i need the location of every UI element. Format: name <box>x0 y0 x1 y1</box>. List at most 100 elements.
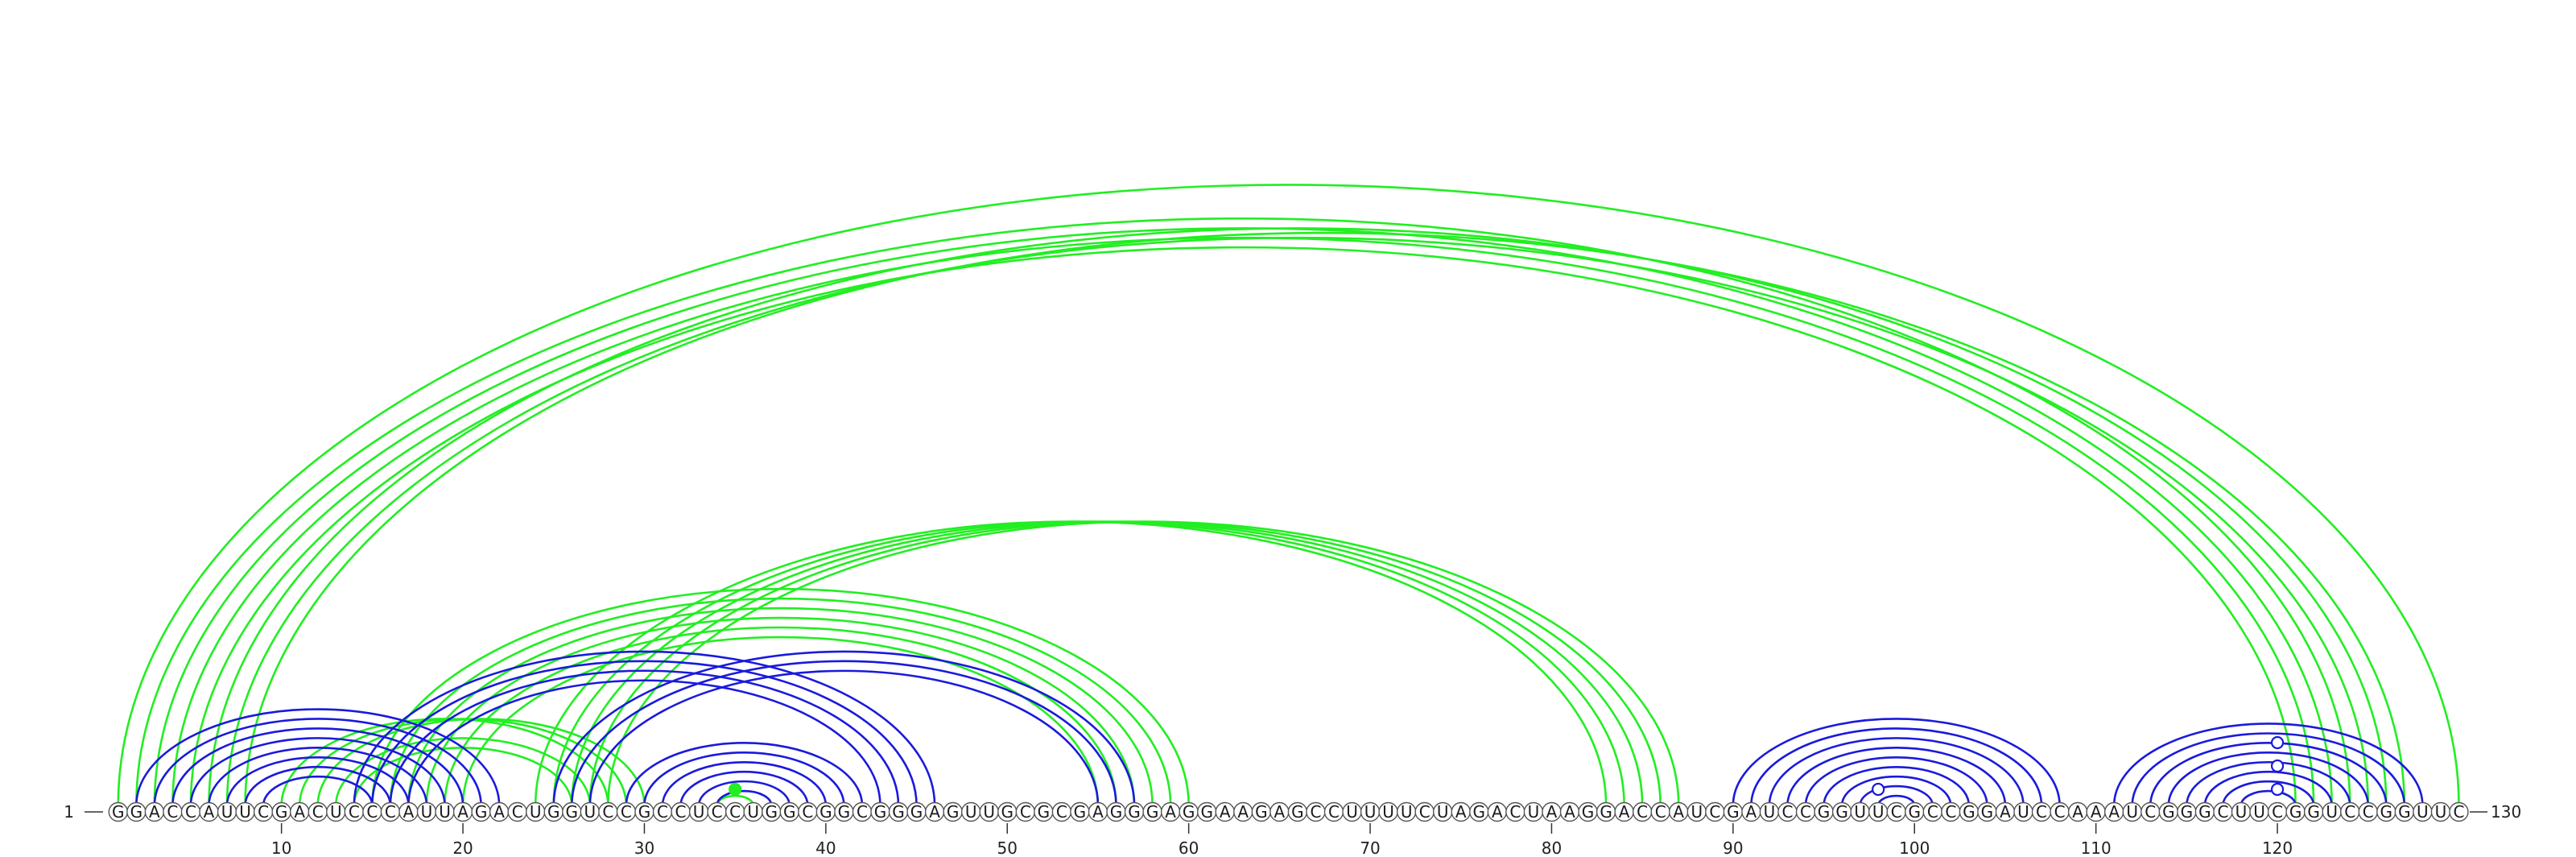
nucleotide-letter: A <box>1455 802 1467 822</box>
nucleotide-129: U <box>2430 801 2451 822</box>
nucleotide-letter: U <box>2417 802 2429 822</box>
nucleotide-20: A <box>452 801 473 822</box>
nucleotide-letter: U <box>1364 802 1377 822</box>
nucleotide-87: A <box>1669 801 1689 822</box>
nucleotide-126: G <box>2376 801 2396 822</box>
nucleotide-54: G <box>1070 801 1090 822</box>
nucleotide-letter: C <box>167 802 178 822</box>
nucleotide-letter: G <box>1038 802 1051 822</box>
nucleotide-10: G <box>271 801 291 822</box>
nucleotide-letter: U <box>693 802 705 822</box>
nucleotide-letter: G <box>2198 802 2211 822</box>
nucleotide-letter: U <box>221 802 233 822</box>
nucleotide-letter: G <box>130 802 143 822</box>
nucleotide-letter: C <box>1655 802 1666 822</box>
tick-label-10: 10 <box>271 838 291 857</box>
nucleotide-42: C <box>852 801 873 822</box>
nucleotide-123: U <box>2322 801 2342 822</box>
nucleotide-letter: G <box>838 802 851 822</box>
blue-arc-34-37 <box>716 789 773 806</box>
nucleotide-letter: C <box>1310 802 1321 822</box>
end-position-label: 130 <box>2491 802 2521 822</box>
blue-arc-15-45 <box>371 660 918 806</box>
green-arc-20-55 <box>461 636 1100 806</box>
nucleotide-letter: G <box>819 802 832 822</box>
nucleotide-letter: C <box>712 802 723 822</box>
nucleotide-51: C <box>1015 801 1036 822</box>
nucleotide-114: G <box>2158 801 2179 822</box>
nucleotide-letter: C <box>2036 802 2047 822</box>
nucleotide-50: G <box>997 801 1018 822</box>
nucleotide-letter: G <box>1001 802 1014 822</box>
nucleotide-letter: G <box>2162 802 2175 822</box>
tick-label-30: 30 <box>634 838 654 857</box>
nucleotide-93: C <box>1777 801 1798 822</box>
nucleotide-62: A <box>1215 801 1235 822</box>
nucleotide-letter: C <box>621 802 632 822</box>
pair-marker-120-2 <box>2270 759 2285 773</box>
nucleotide-97: U <box>1850 801 1870 822</box>
blue-arc-32-39 <box>679 770 809 806</box>
nucleotide-64: G <box>1251 801 1272 822</box>
nucleotide-105: A <box>1995 801 2016 822</box>
nucleotide-48: U <box>960 801 981 822</box>
nucleotide-letter: C <box>2217 802 2228 822</box>
nucleotide-letter: U <box>983 802 995 822</box>
green-arc-17-58 <box>407 607 1154 806</box>
green-arc-7-125 <box>225 236 2370 806</box>
nucleotide-41: G <box>834 801 854 822</box>
nucleotide-66: G <box>1287 801 1308 822</box>
nucleotide-letter: G <box>112 802 125 822</box>
nucleotide-58: G <box>1142 801 1162 822</box>
green-arc-6-126 <box>208 226 2388 806</box>
pair-markers <box>729 735 2285 797</box>
nucleotide-letter: C <box>657 802 668 822</box>
nucleotide-letter: G <box>475 802 488 822</box>
nucleotide-106: U <box>2013 801 2033 822</box>
nucleotide-letter: U <box>1528 802 1540 822</box>
nucleotide-110: A <box>2086 801 2106 822</box>
nucleotide-letter: G <box>910 802 923 822</box>
nucleotide-69: U <box>1342 801 1362 822</box>
nucleotide-circle <box>2449 801 2469 822</box>
nucleotide-115: G <box>2177 801 2197 822</box>
nucleotide-letter: C <box>1945 802 1956 822</box>
blue-arc-112-127 <box>2131 732 2406 806</box>
nucleotide-letter: A <box>2108 802 2120 822</box>
nucleotide-letter: A <box>1546 802 1558 822</box>
nucleotide-letter: A <box>1274 802 1286 822</box>
nucleotide-letter: A <box>1220 802 1231 822</box>
nucleotide-25: G <box>543 801 564 822</box>
blue-arc-118-121 <box>2240 789 2297 806</box>
nucleotide-letter: G <box>1963 802 1975 822</box>
nucleotide-112: U <box>2122 801 2142 822</box>
blue-arc-115-124 <box>2186 760 2351 806</box>
nucleotide-letter: G <box>1183 802 1195 822</box>
nucleotide-letter: C <box>512 802 523 822</box>
nucleotide-letter: G <box>1074 802 1087 822</box>
nucleotide-80: A <box>1542 801 1562 822</box>
nucleotide-letter: G <box>2380 802 2393 822</box>
nucleotide-letter: A <box>2000 802 2011 822</box>
nucleotide-letter: G <box>1291 802 1304 822</box>
nucleotide-letter: A <box>1492 802 1503 822</box>
blue-arc-3-21 <box>153 718 482 806</box>
blue-arc-96-102 <box>1840 775 1952 806</box>
nucleotide-letter: U <box>1382 802 1394 822</box>
nucleotide-letter: U <box>747 802 759 822</box>
nucleotide-letter: U <box>2017 802 2029 822</box>
nucleotide-letter: U <box>1401 802 1413 822</box>
nucleotide-3: A <box>144 801 165 822</box>
nucleotide-36: U <box>743 801 763 822</box>
nucleotide-letter: C <box>1637 802 1648 822</box>
nucleotide-95: G <box>1814 801 1834 822</box>
nucleotide-100: G <box>1905 801 1925 822</box>
nucleotide-65: A <box>1269 801 1290 822</box>
nucleotide-letter: U <box>530 802 542 822</box>
blue-arc-9-15 <box>262 775 374 806</box>
nucleotide-13: U <box>326 801 346 822</box>
nucleotide-96: G <box>1831 801 1852 822</box>
nucleotide-102: C <box>1941 801 1961 822</box>
nucleotide-letter: G <box>1200 802 1213 822</box>
